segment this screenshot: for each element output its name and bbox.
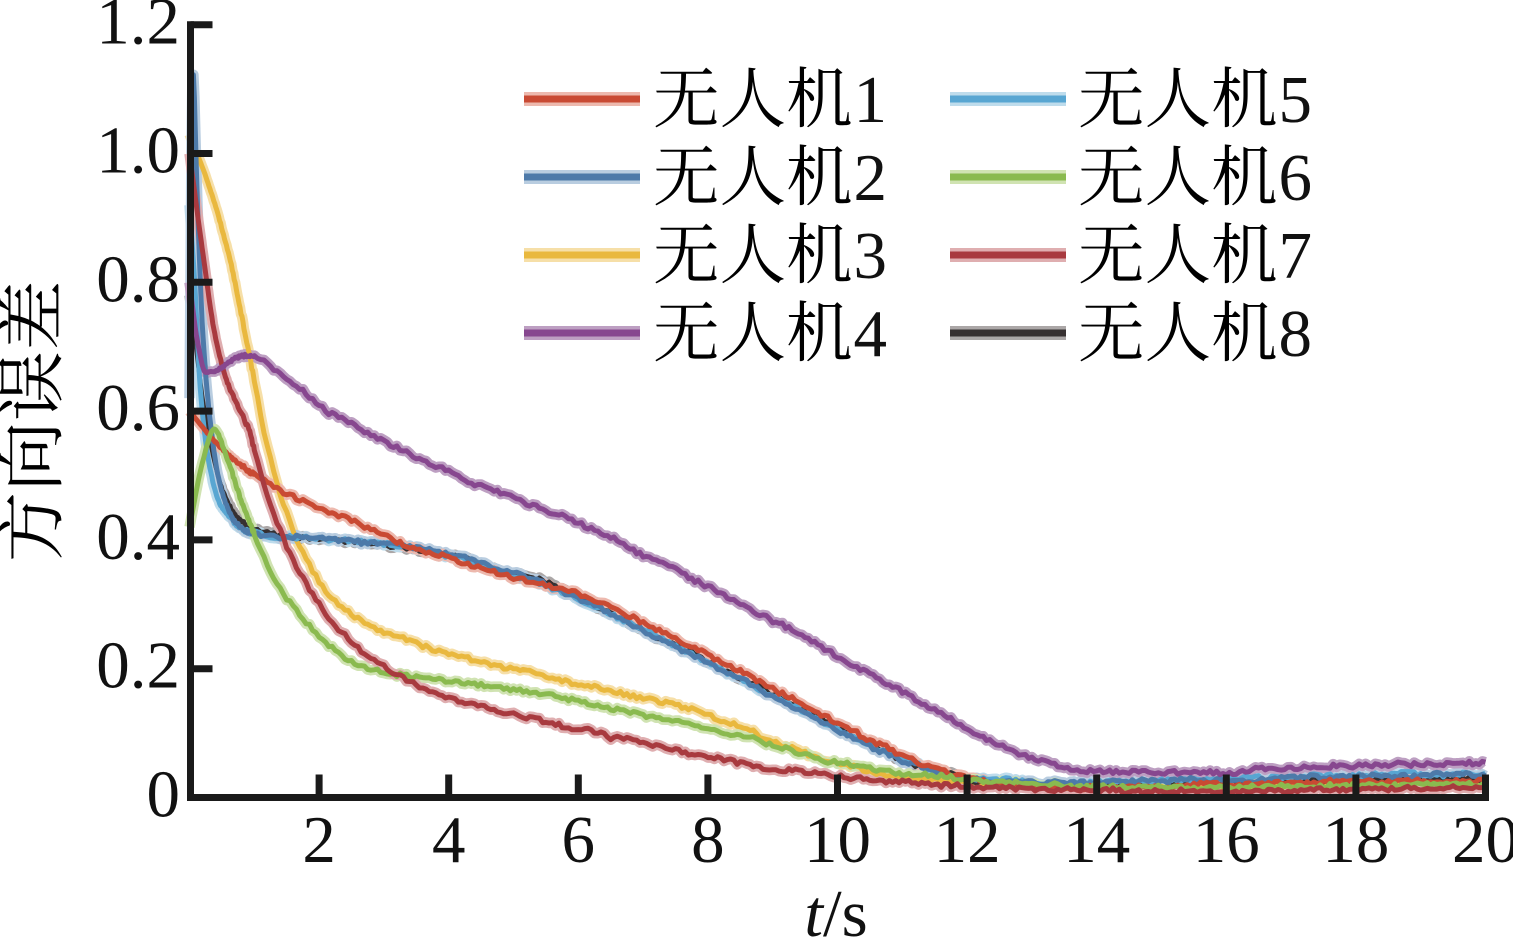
svg-text:0: 0 bbox=[147, 758, 181, 832]
svg-text:4: 4 bbox=[432, 803, 466, 877]
svg-text:0.8: 0.8 bbox=[96, 242, 180, 316]
svg-text:2: 2 bbox=[302, 803, 336, 877]
svg-text:6: 6 bbox=[1279, 141, 1313, 215]
svg-text:1: 1 bbox=[854, 63, 888, 137]
svg-text:8: 8 bbox=[691, 803, 725, 877]
svg-text:0.6: 0.6 bbox=[96, 371, 180, 445]
svg-text:4: 4 bbox=[854, 297, 888, 371]
svg-text:0.2: 0.2 bbox=[96, 629, 180, 703]
svg-text:14: 14 bbox=[1063, 803, 1130, 877]
svg-text:0.4: 0.4 bbox=[96, 500, 180, 574]
svg-text:10: 10 bbox=[804, 803, 871, 877]
svg-text:12: 12 bbox=[934, 803, 1001, 877]
svg-text:6: 6 bbox=[562, 803, 596, 877]
svg-text:18: 18 bbox=[1322, 803, 1389, 877]
svg-text:1.0: 1.0 bbox=[96, 114, 180, 188]
svg-text:5: 5 bbox=[1279, 63, 1313, 137]
svg-text:3: 3 bbox=[854, 219, 888, 293]
svg-text:16: 16 bbox=[1193, 803, 1260, 877]
svg-text:20: 20 bbox=[1452, 803, 1513, 877]
svg-text:t/s: t/s bbox=[804, 877, 867, 939]
svg-text:7: 7 bbox=[1279, 219, 1313, 293]
svg-text:8: 8 bbox=[1279, 297, 1313, 371]
svg-text:2: 2 bbox=[854, 141, 888, 215]
svg-text:1.2: 1.2 bbox=[96, 0, 180, 59]
